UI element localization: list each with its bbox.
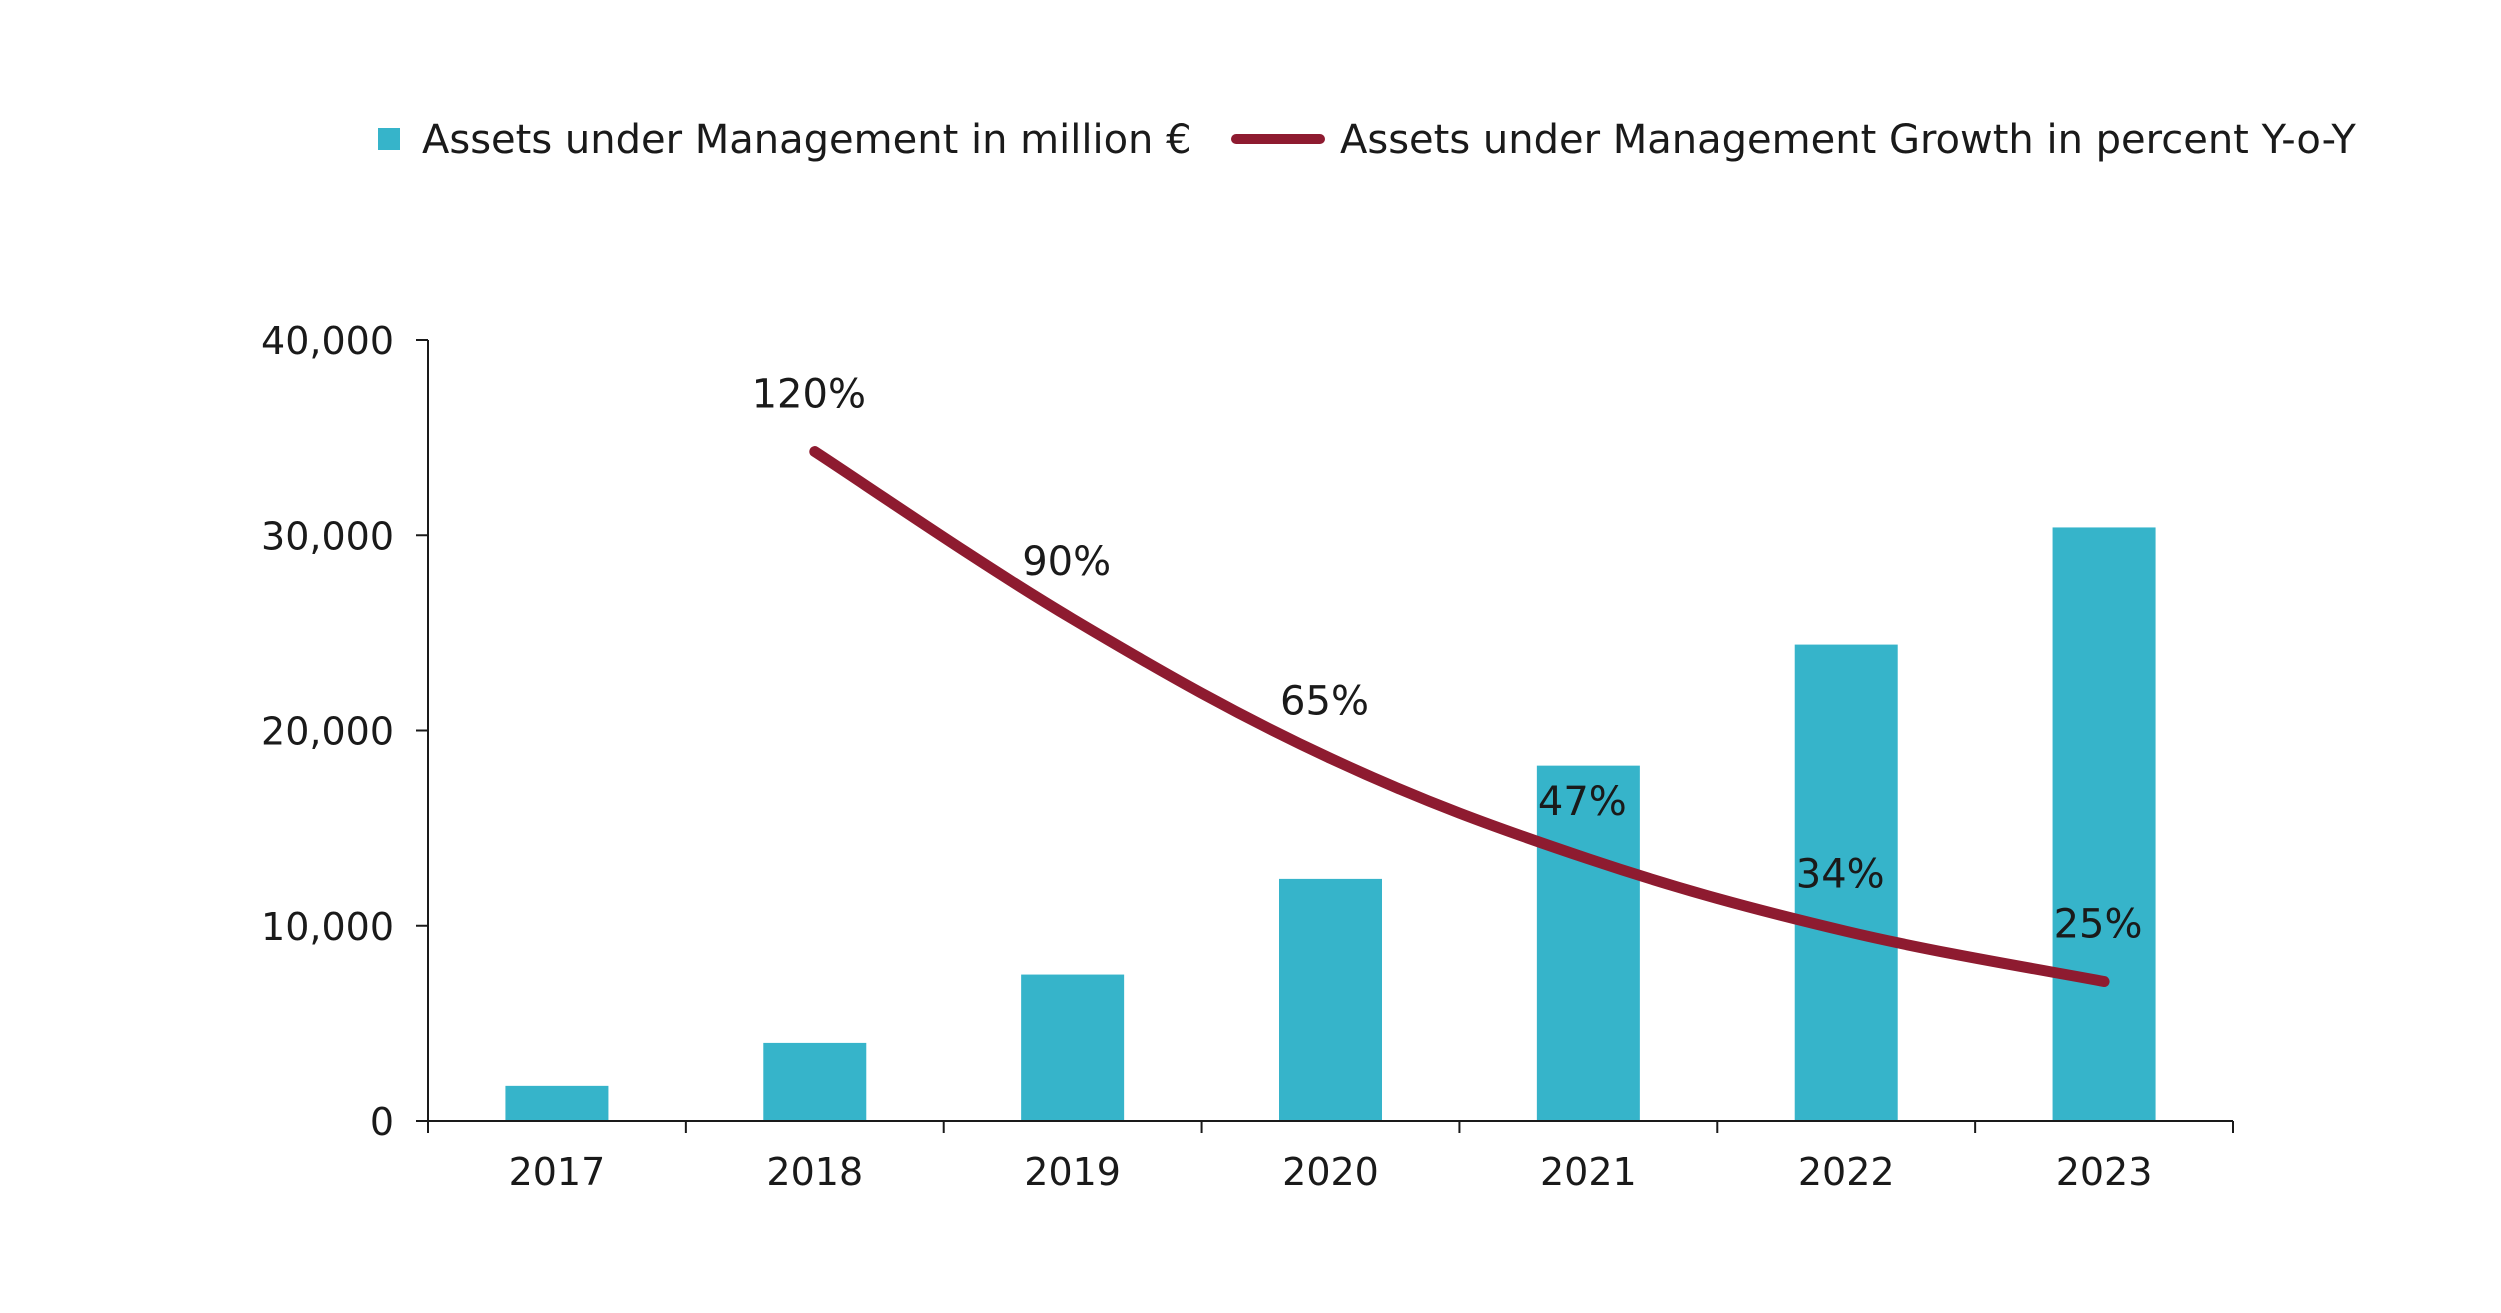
x-tick-label-2017: 2017 (509, 1150, 606, 1194)
legend-bar-swatch (378, 128, 400, 150)
growth-label-2020: 65% (1280, 678, 1369, 724)
x-tick-label-2022: 2022 (1798, 1150, 1895, 1194)
axes-group: 0 10,000 20,000 30,000 40,000 2017 2018 2019 202… (261, 319, 2234, 1194)
y-tick-label: 30,000 (261, 514, 394, 558)
y-tick-label: 0 (370, 1100, 394, 1144)
x-tick-label-2021: 2021 (1540, 1150, 1637, 1194)
legend-bar-label: Assets under Management in million € (422, 117, 1192, 163)
data-labels-group: 120% 90% 65% 47% 34% 25% (752, 372, 2143, 948)
bar-2019 (1021, 974, 1125, 1121)
bar-2023 (2052, 527, 2156, 1121)
y-tick-label: 10,000 (261, 905, 394, 949)
bar-2020 (1279, 878, 1382, 1121)
x-tick-label-2023: 2023 (2056, 1150, 2153, 1194)
x-tick-label-2020: 2020 (1282, 1150, 1379, 1194)
legend: Assets under Management in million € Ass… (378, 117, 2356, 163)
x-tick-label-2018: 2018 (766, 1150, 863, 1194)
growth-label-2021: 47% (1538, 779, 1627, 825)
growth-label-2022: 34% (1796, 851, 1885, 897)
bar-2021 (1536, 765, 1640, 1121)
growth-label-2018: 120% (752, 372, 866, 418)
y-tick-label: 20,000 (261, 710, 394, 754)
growth-label-2019: 90% (1022, 539, 1111, 585)
x-tick-label-2019: 2019 (1024, 1150, 1121, 1194)
y-tick-label: 40,000 (261, 319, 394, 363)
growth-line (809, 446, 2110, 988)
growth-label-2023: 25% (2054, 902, 2143, 948)
bar-2018 (763, 1042, 867, 1121)
bars-group (505, 527, 2156, 1121)
growth-line-group (809, 446, 2110, 988)
bar-2017 (505, 1085, 609, 1121)
bar-2022 (1794, 644, 1898, 1121)
legend-line-label: Assets under Management Growth in percen… (1340, 117, 2356, 163)
